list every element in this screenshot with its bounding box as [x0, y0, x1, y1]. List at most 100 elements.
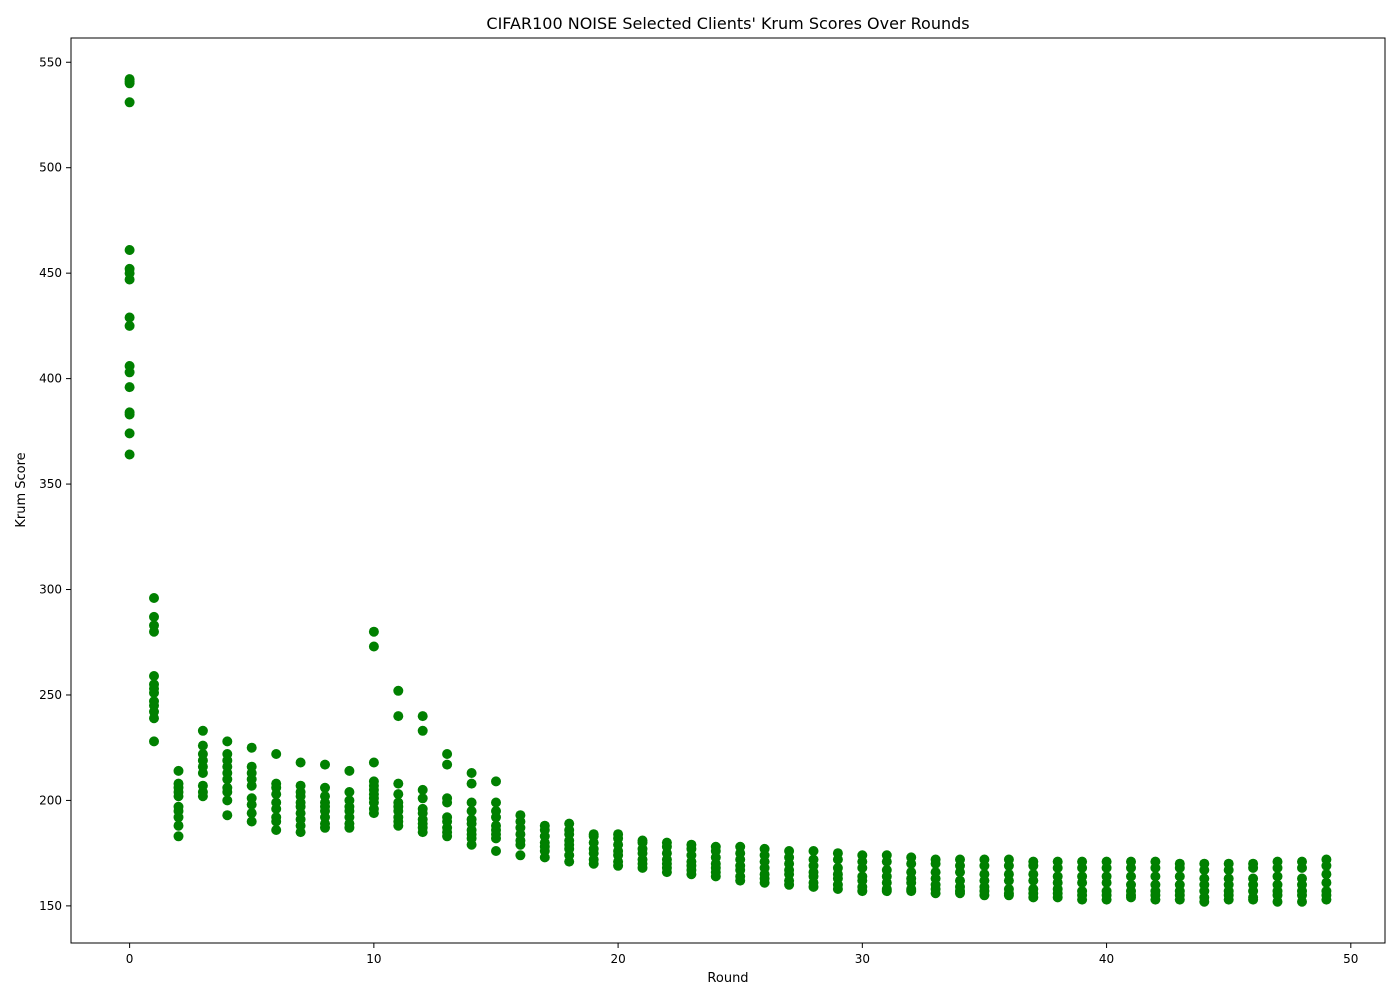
- data-point: [222, 774, 233, 785]
- data-point: [173, 765, 184, 776]
- data-point: [881, 856, 892, 867]
- data-point: [393, 685, 404, 696]
- x-tick-label: 10: [366, 952, 381, 966]
- data-point: [466, 806, 477, 816]
- data-point: [906, 886, 917, 897]
- data-point: [246, 742, 257, 753]
- data-point: [832, 884, 843, 894]
- data-point: [124, 367, 135, 378]
- data-point: [1052, 862, 1063, 873]
- data-point: [1077, 877, 1088, 888]
- x-tick-label: 30: [855, 952, 870, 966]
- data-point: [784, 879, 795, 890]
- data-point: [393, 820, 404, 831]
- y-tick-label: 250: [39, 688, 62, 702]
- data-point: [222, 810, 233, 821]
- data-point: [149, 593, 159, 603]
- data-point: [271, 789, 282, 800]
- data-point: [1248, 862, 1259, 873]
- data-point: [515, 850, 526, 861]
- data-point: [393, 789, 404, 800]
- data-point: [246, 799, 257, 810]
- data-point: [149, 687, 159, 698]
- data-point: [124, 449, 135, 460]
- data-point: [417, 725, 428, 736]
- y-tick-label: 400: [39, 372, 62, 386]
- x-axis: 0 10 20 30 40 50: [126, 943, 1358, 966]
- data-point: [173, 791, 184, 802]
- y-tick-label: 450: [39, 266, 62, 280]
- data-point: [1272, 862, 1283, 873]
- data-point: [491, 776, 501, 787]
- data-point: [955, 888, 965, 899]
- data-point: [222, 736, 233, 747]
- data-point: [197, 768, 208, 778]
- data-point: [1321, 877, 1332, 888]
- y-tick-label: 350: [39, 477, 62, 491]
- data-point: [613, 860, 624, 871]
- data-point: [417, 793, 428, 804]
- x-axis-label: Round: [707, 971, 748, 986]
- data-point: [881, 886, 892, 897]
- data-point: [588, 858, 599, 869]
- data-point: [1174, 862, 1185, 873]
- data-point: [1174, 871, 1185, 882]
- data-point: [271, 749, 282, 759]
- data-point: [832, 854, 843, 865]
- y-tick-label: 300: [39, 583, 62, 597]
- data-point: [368, 757, 379, 768]
- data-point: [149, 626, 159, 637]
- y-tick-label: 550: [39, 55, 62, 69]
- data-point: [857, 886, 868, 897]
- data-point: [1101, 877, 1112, 888]
- data-point: [466, 768, 477, 778]
- data-point: [1150, 894, 1161, 905]
- data-point: [320, 759, 330, 770]
- data-point: [1126, 871, 1136, 882]
- data-point: [124, 97, 135, 108]
- data-point: [1199, 896, 1210, 907]
- data-point: [1101, 894, 1112, 905]
- data-point: [1321, 860, 1332, 871]
- data-point: [979, 890, 990, 901]
- data-point: [661, 867, 672, 878]
- data-point: [149, 713, 159, 724]
- data-point: [564, 856, 575, 867]
- data-point: [759, 877, 770, 888]
- data-point: [246, 808, 257, 819]
- x-tick-label: 40: [1099, 952, 1114, 966]
- data-point: [1321, 894, 1332, 905]
- data-point: [1028, 875, 1039, 886]
- chart-title: CIFAR100 NOISE Selected Clients' Krum Sc…: [486, 14, 969, 33]
- data-point: [393, 778, 404, 789]
- data-point: [539, 852, 550, 863]
- data-point: [857, 862, 868, 873]
- data-point: [222, 787, 233, 797]
- data-point: [1126, 892, 1136, 903]
- data-point: [1297, 862, 1307, 873]
- data-point: [1223, 894, 1234, 905]
- y-axis-label: Krum Score: [14, 452, 29, 527]
- data-point: [368, 641, 379, 652]
- data-point: [1126, 862, 1136, 873]
- data-point: [1223, 865, 1234, 875]
- data-point: [1003, 860, 1014, 871]
- y-tick-label: 500: [39, 161, 62, 175]
- data-point: [271, 816, 282, 827]
- y-axis: 150 200 250 300 350 400 450 500 550: [39, 55, 71, 913]
- data-point: [124, 320, 135, 331]
- data-point: [417, 784, 428, 795]
- data-point: [295, 827, 306, 838]
- data-point: [417, 711, 428, 722]
- data-point: [808, 846, 819, 856]
- x-tick-label: 0: [126, 952, 134, 966]
- data-point: [197, 725, 208, 736]
- data-point: [417, 827, 428, 838]
- data-point: [124, 274, 135, 285]
- data-point: [1297, 896, 1307, 907]
- data-point: [368, 626, 379, 637]
- data-point: [1174, 894, 1185, 905]
- data-point: [686, 869, 697, 880]
